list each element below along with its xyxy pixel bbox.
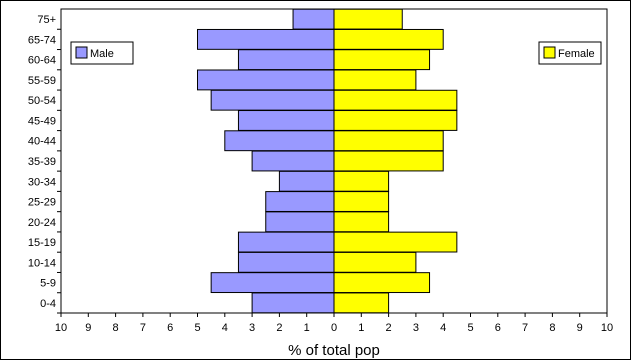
x-tick-label: 4	[222, 322, 228, 334]
legend-swatch-female	[543, 46, 556, 59]
x-tick-label: 7	[522, 322, 528, 334]
x-tick-label: 4	[440, 322, 446, 334]
y-tick-label: 75+	[37, 14, 56, 26]
y-tick-label: 50-54	[28, 95, 56, 107]
bar-male-35-39	[251, 150, 335, 172]
x-tick-label: 5	[194, 322, 200, 334]
x-tick-label: 3	[249, 322, 255, 334]
x-axis-label: % of total pop	[288, 342, 380, 359]
bars-layer	[197, 8, 458, 314]
bar-male-50-54	[210, 89, 335, 111]
x-tick-label: 1	[304, 322, 310, 334]
y-tick-label: 10-14	[28, 257, 56, 269]
bar-female-20-24	[333, 211, 390, 233]
y-tick-label: 45-49	[28, 115, 56, 127]
x-tick-label: 6	[495, 322, 501, 334]
legend-female: Female	[538, 41, 602, 65]
bar-male-0-4	[251, 292, 335, 314]
x-tick-label: 7	[140, 322, 146, 334]
y-axis: 0-4 5-9 10-14 15-19 20-24 25-29 30-34 35-39 40-4…	[28, 14, 61, 314]
bar-male-65-74	[197, 28, 335, 50]
y-tick-label: 65-74	[28, 34, 56, 46]
y-tick-label: 15-19	[28, 237, 56, 249]
bar-male-40-44	[224, 130, 335, 152]
legend-swatch-male	[75, 46, 88, 59]
bar-female-0-4	[333, 292, 390, 314]
bar-female-50-54	[333, 89, 458, 111]
x-tick-label: 8	[549, 322, 555, 334]
x-tick-label: 8	[113, 322, 119, 334]
bar-male-60-64	[237, 49, 335, 71]
y-tick-label: 55-59	[28, 75, 56, 87]
bar-female-25-29	[333, 191, 390, 212]
x-tick-label: 6	[167, 322, 173, 334]
x-tick-label: 9	[577, 322, 583, 334]
bar-female-35-39	[333, 150, 444, 172]
bar-male-25-29	[265, 191, 335, 212]
bar-male-15-19	[237, 231, 335, 253]
legend-label-female: Female	[558, 48, 595, 60]
bar-male-5-9	[210, 272, 335, 294]
bar-male-55-59	[197, 69, 335, 91]
y-tick-label: 0-4	[40, 298, 56, 310]
bar-female-65-74	[333, 28, 444, 50]
x-axis: 10 9 8 7 6 5 4 3 2 1 0 1 2 3 4 5 6 7 8 9 10	[55, 313, 613, 334]
bar-female-5-9	[333, 272, 431, 294]
x-tick-label: 1	[358, 322, 364, 334]
x-tick-label: 0	[331, 322, 337, 334]
bar-male-45-49	[237, 110, 335, 131]
bar-female-60-64	[333, 49, 431, 71]
bar-male-10-14	[237, 251, 335, 273]
bar-female-15-19	[333, 231, 458, 253]
x-tick-label: 10	[55, 322, 67, 334]
bar-male-20-24	[265, 211, 335, 233]
bar-female-10-14	[333, 251, 417, 273]
y-tick-label: 30-34	[28, 176, 56, 188]
bar-male-75+	[292, 8, 335, 30]
y-tick-label: 60-64	[28, 55, 56, 67]
bar-female-55-59	[333, 69, 417, 91]
y-tick-label: 5-9	[40, 278, 56, 290]
bar-female-75+	[333, 8, 403, 30]
x-tick-label: 9	[85, 322, 91, 334]
legend-label-male: Male	[90, 48, 114, 60]
x-tick-label: 10	[601, 322, 613, 334]
y-tick-label: 25-29	[28, 197, 56, 209]
y-tick-label: 40-44	[28, 136, 56, 148]
bar-male-30-34	[278, 170, 335, 192]
x-tick-label: 2	[386, 322, 392, 334]
legend-male: Male	[70, 41, 134, 65]
bar-female-40-44	[333, 130, 444, 152]
bar-female-45-49	[333, 110, 458, 131]
bar-female-30-34	[333, 170, 390, 192]
y-tick-label: 35-39	[28, 156, 56, 168]
x-tick-label: 5	[467, 322, 473, 334]
x-tick-label: 3	[413, 322, 419, 334]
x-tick-label: 2	[276, 322, 282, 334]
y-tick-label: 20-24	[28, 217, 56, 229]
